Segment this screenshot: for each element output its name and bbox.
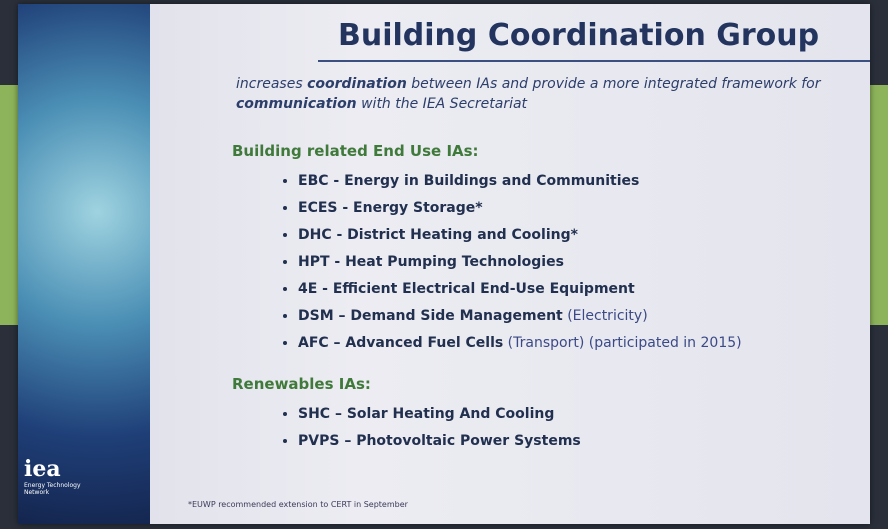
item-name: DSM – Demand Side Management bbox=[298, 308, 563, 324]
subtitle-text: between IAs and provide a more integrate… bbox=[407, 76, 821, 92]
item-name: SHC – Solar Heating And Cooling bbox=[298, 406, 554, 422]
bullet-item: ECES - Energy Storage* bbox=[298, 195, 868, 222]
logo: iea Energy Technology Network bbox=[24, 456, 84, 496]
item-name: HPT - Heat Pumping Technologies bbox=[298, 254, 564, 270]
subtitle-text: with the IEA Secretariat bbox=[357, 96, 527, 112]
bullet-item: EBC - Energy in Buildings and Communitie… bbox=[298, 168, 868, 195]
logo-caption: Energy Technology Network bbox=[24, 482, 84, 496]
slide: Building Coordination Group increases co… bbox=[18, 4, 870, 524]
bullet-item: 4E - Efficient Electrical End-Use Equipm… bbox=[298, 276, 868, 303]
bullet-item: DHC - District Heating and Cooling* bbox=[298, 222, 868, 249]
item-name: AFC – Advanced Fuel Cells bbox=[298, 335, 503, 351]
item-note: (Transport) (participated in 2015) bbox=[508, 335, 742, 351]
bullet-item: HPT - Heat Pumping Technologies bbox=[298, 249, 868, 276]
title: Building Coordination Group bbox=[338, 18, 819, 53]
subtitle-text: increases bbox=[236, 76, 307, 92]
item-note: (Electricity) bbox=[567, 308, 647, 324]
subtitle-bold: coordination bbox=[307, 76, 407, 92]
bullet-item: SHC – Solar Heating And Cooling bbox=[298, 401, 868, 428]
side-panel bbox=[18, 4, 150, 524]
section-heading: Building related End Use IAs: bbox=[232, 142, 868, 160]
item-name: EBC - Energy in Buildings and Communitie… bbox=[298, 173, 639, 189]
item-name: DHC - District Heating and Cooling* bbox=[298, 227, 578, 243]
bullet-list: EBC - Energy in Buildings and Communitie… bbox=[228, 168, 868, 357]
title-rule bbox=[318, 60, 870, 62]
item-name: PVPS – Photovoltaic Power Systems bbox=[298, 433, 581, 449]
bullet-item: AFC – Advanced Fuel Cells (Transport) (p… bbox=[298, 330, 868, 357]
content: Building related End Use IAs: EBC - Energ… bbox=[228, 132, 868, 473]
logo-mark: iea bbox=[24, 456, 84, 482]
bullet-item: PVPS – Photovoltaic Power Systems bbox=[298, 428, 868, 455]
bullet-list: SHC – Solar Heating And Cooling PVPS – Ph… bbox=[228, 401, 868, 455]
section-heading: Renewables IAs: bbox=[232, 375, 868, 393]
page: Building Coordination Group increases co… bbox=[0, 0, 888, 529]
footnote: *EUWP recommended extension to CERT in S… bbox=[188, 500, 408, 509]
item-name: ECES - Energy Storage* bbox=[298, 200, 483, 216]
item-name: 4E - Efficient Electrical End-Use Equipm… bbox=[298, 281, 635, 297]
subtitle: increases coordination between IAs and p… bbox=[236, 74, 836, 114]
subtitle-bold: communication bbox=[236, 96, 357, 112]
bullet-item: DSM – Demand Side Management (Electricit… bbox=[298, 303, 868, 330]
